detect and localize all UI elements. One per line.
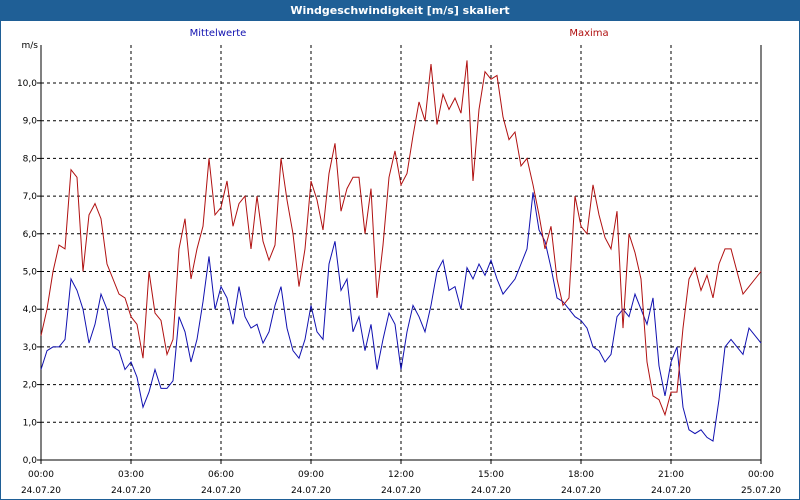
window-title: Windgeschwindigkeit [m/s] skaliert [1,1,799,21]
x-tick-date: 24.07.20 [381,486,421,496]
grid-lines [41,45,761,460]
x-tick-time: 12:00 [388,470,414,480]
series-line-mittelwerte [40,192,762,442]
legend-maxima: Maxima [569,28,608,39]
tick-labels: 0,0 1,0 2,0 3,0 4,0 5,0 6,0 7,0 8,0 9,0 10,0 m/s 00:… [17,41,781,496]
x-tick-time: 06:00 [208,470,234,480]
x-tick-date: 24.07.20 [291,486,331,496]
series-lines [40,60,762,442]
y-tick-label: 3,0 [23,343,38,353]
series-line-maxima [40,60,762,417]
y-tick-label: 4,0 [23,305,38,315]
y-tick-label: 10,0 [17,79,37,89]
y-tick-label: 5,0 [23,268,38,278]
y-tick-label: 0,0 [23,456,38,466]
x-tick-time: 21:00 [658,470,684,480]
x-tick-time: 03:00 [118,470,144,480]
x-tick-date: 24.07.20 [471,486,511,496]
y-tick-label: 6,0 [23,230,38,240]
x-tick-date: 24.07.20 [111,486,151,496]
y-tick-label: 2,0 [23,381,38,391]
y-tick-label: 7,0 [23,192,38,202]
y-tick-label: 9,0 [23,117,38,127]
y-axis-label: m/s [22,41,39,51]
x-tick-time: 00:00 [28,470,54,480]
legend-mittelwerte: Mittelwerte [190,28,247,39]
x-tick-time: 00:00 [748,470,774,480]
x-tick-date: 24.07.20 [561,486,601,496]
x-tick-time: 18:00 [568,470,594,480]
y-tick-label: 1,0 [23,418,38,428]
axes [37,45,762,464]
x-tick-time: 15:00 [478,470,504,480]
x-tick-date: 24.07.20 [201,486,241,496]
x-tick-date: 24.07.20 [21,486,61,496]
x-tick-date: 25.07.20 [741,486,781,496]
y-tick-label: 8,0 [23,154,38,164]
legend: Mittelwerte Maxima [190,28,609,39]
x-tick-date: 24.07.20 [651,486,691,496]
x-tick-time: 09:00 [298,470,324,480]
